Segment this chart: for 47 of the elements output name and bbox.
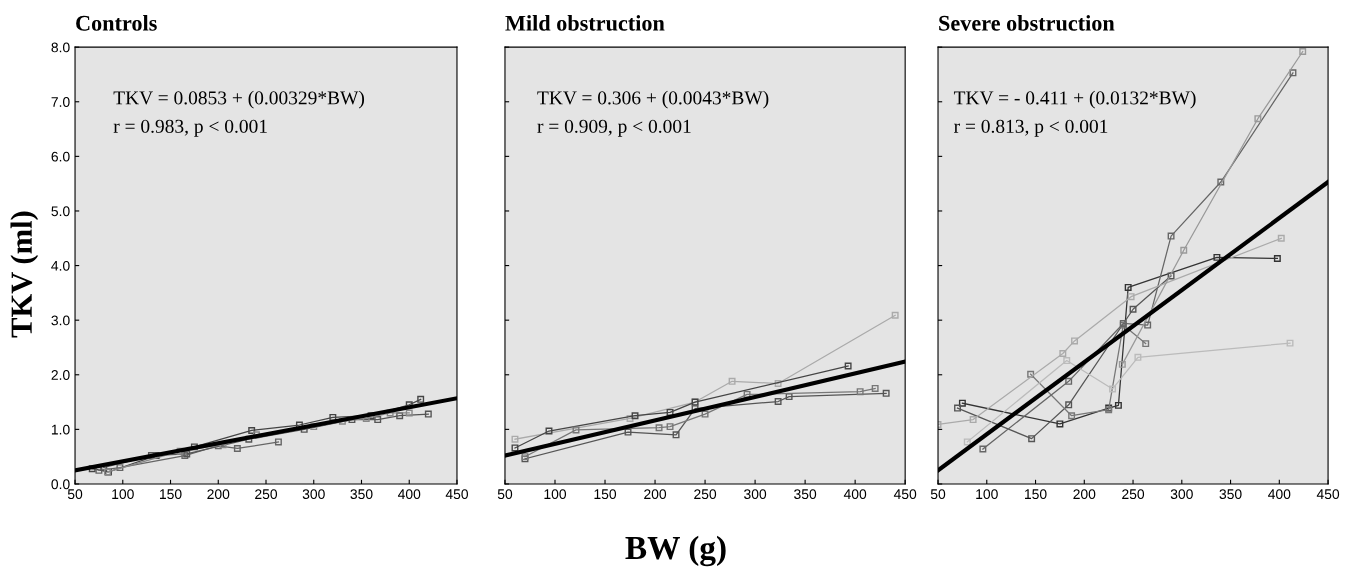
x-tick-label: 350 (1219, 489, 1242, 500)
x-tick-label: 450 (1316, 489, 1340, 500)
x-tick-label: 350 (350, 489, 373, 500)
x-tick-label: 100 (112, 489, 134, 500)
x-tick-label: 150 (159, 489, 182, 500)
x-tick-label: 200 (644, 489, 667, 500)
x-tick-label: 300 (744, 489, 767, 500)
x-tick-label: 250 (1122, 489, 1145, 500)
x-tick-label: 300 (1170, 489, 1193, 500)
y-axis-title: TKV (ml) (10, 211, 39, 338)
y-tick-label: 5.0 (51, 206, 70, 217)
annotation: r = 0.983, p < 0.001 (113, 119, 267, 137)
x-tick-label: 200 (207, 489, 230, 500)
x-tick-label: 250 (694, 489, 717, 500)
x-tick-label: 450 (893, 489, 917, 500)
annotation: TKV = - 0.411 + (0.0132*BW) (953, 90, 1196, 109)
x-tick-label: 150 (594, 489, 617, 500)
y-tick-label: 2.0 (51, 370, 70, 380)
x-tick-label: 250 (255, 489, 278, 500)
x-tick-label: 50 (67, 489, 83, 500)
x-tick-label: 200 (1073, 489, 1096, 500)
annotation: r = 0.909, p < 0.001 (537, 119, 691, 137)
x-axis-title: BW (g) (625, 535, 726, 567)
annotation: r = 0.813, p < 0.001 (954, 119, 1108, 137)
annotation: TKV = 0.306 + (0.0043*BW) (537, 90, 769, 109)
annotation: TKV = 0.0853 + (0.00329*BW) (113, 90, 365, 109)
x-tick-label: 50 (497, 489, 513, 500)
chart-title: Severe obstruction (939, 15, 1115, 31)
y-tick-label: 4.0 (51, 260, 70, 271)
x-tick-label: 400 (397, 489, 421, 500)
x-tick-label: 100 (976, 489, 998, 500)
x-tick-label: 50 (930, 489, 946, 500)
y-tick-label: 3.0 (51, 315, 70, 326)
x-tick-label: 300 (302, 489, 325, 500)
chart-title: Controls (76, 15, 157, 31)
y-tick-label: 1.0 (51, 424, 70, 435)
x-tick-label: 450 (445, 489, 469, 500)
y-tick-label: 6.0 (51, 151, 70, 162)
x-tick-label: 400 (1268, 489, 1291, 500)
x-tick-label: 400 (843, 489, 867, 500)
x-tick-label: 150 (1025, 489, 1047, 500)
y-tick-label: 7.0 (51, 97, 70, 107)
x-tick-label: 350 (794, 489, 817, 500)
y-tick-label: 8.0 (51, 42, 70, 53)
y-tick-label: 0.0 (51, 479, 70, 490)
x-tick-label: 100 (544, 489, 567, 500)
chart-title: Mild obstruction (505, 15, 665, 31)
